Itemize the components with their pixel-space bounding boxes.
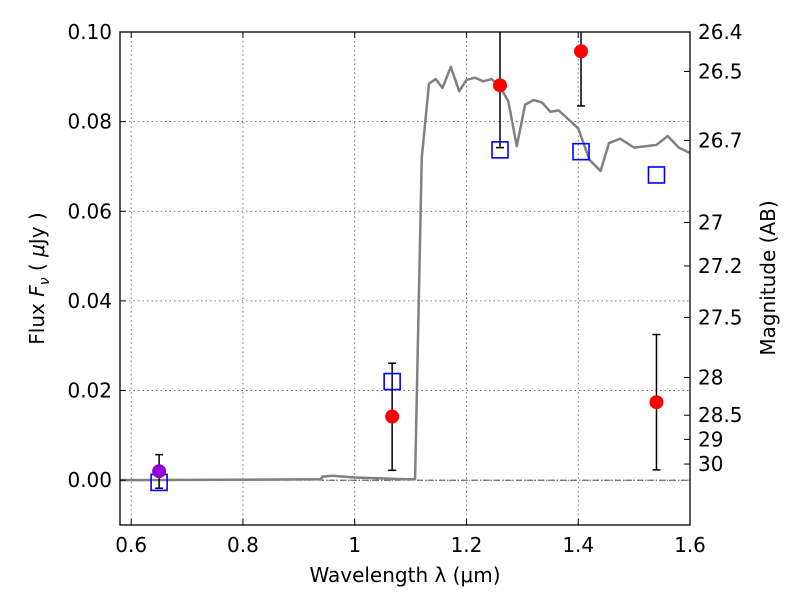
- y-axis-label-open: (: [25, 257, 49, 278]
- y2-tick-label: 27: [698, 210, 723, 234]
- y-axis-label-mu: μ: [25, 244, 49, 258]
- y2-tick-label: 26.4: [698, 20, 743, 44]
- y2-tick-label: 29: [698, 427, 723, 451]
- y-axis-label-unit: Jy ): [25, 212, 49, 246]
- y2-tick-label: 27.5: [698, 305, 743, 329]
- observed-point: [493, 78, 507, 93]
- observed-point: [649, 395, 664, 410]
- model-sed-line: [119, 65, 691, 482]
- y-axis-label-sub: ν: [37, 277, 53, 285]
- y-tick-label: 0.02: [67, 379, 112, 403]
- y2-tick-label: 28.5: [698, 403, 743, 427]
- axis-ticks: 0.6 0.8 1 1.2 1.4 1.6 0.00 0.02 0.04 0.06 0.08 0.10…: [67, 20, 742, 557]
- x-axis-label: Wavelength λ (μm): [309, 563, 500, 587]
- y-tick-label: 0.00: [67, 468, 112, 492]
- x-tick-label: 1.6: [674, 533, 706, 557]
- plot-series: [119, 32, 691, 492]
- x-tick-label: 1.4: [562, 533, 594, 557]
- grid: [120, 31, 691, 525]
- y2-tick-label: 26.7: [698, 128, 743, 152]
- y-axis-label-prefix: Flux: [25, 297, 49, 345]
- x-tick-label: 0.8: [227, 533, 259, 557]
- observed-limit-point: [152, 464, 167, 479]
- x-tick-label: 0.6: [115, 533, 147, 557]
- x-tick-label: 1: [348, 533, 361, 557]
- y-axis-label-var: F: [25, 285, 49, 297]
- y2-tick-label: 28: [698, 366, 723, 390]
- x-tick-label: 1.2: [451, 533, 483, 557]
- model-photometry-point: [491, 141, 509, 159]
- model-photometry-point: [647, 166, 666, 184]
- y-tick-label: 0.06: [67, 199, 112, 223]
- plot-frame: [119, 31, 691, 526]
- model-photometry-point: [572, 142, 590, 161]
- y2-tick-label: 30: [698, 452, 723, 476]
- y-tick-label: 0.08: [67, 110, 112, 134]
- y-tick-label: 0.10: [67, 20, 112, 44]
- observed-point: [574, 44, 589, 59]
- model-photometry-point: [383, 372, 401, 391]
- y2-tick-label: 26.5: [698, 59, 743, 83]
- y-tick-label: 0.04: [67, 289, 112, 313]
- y2-tick-label: 27.2: [698, 254, 743, 278]
- y2-axis-label: Magnitude (AB): [756, 200, 780, 355]
- observed-point: [385, 409, 400, 424]
- y-axis-label: Flux Fν ( μJy ): [25, 212, 53, 344]
